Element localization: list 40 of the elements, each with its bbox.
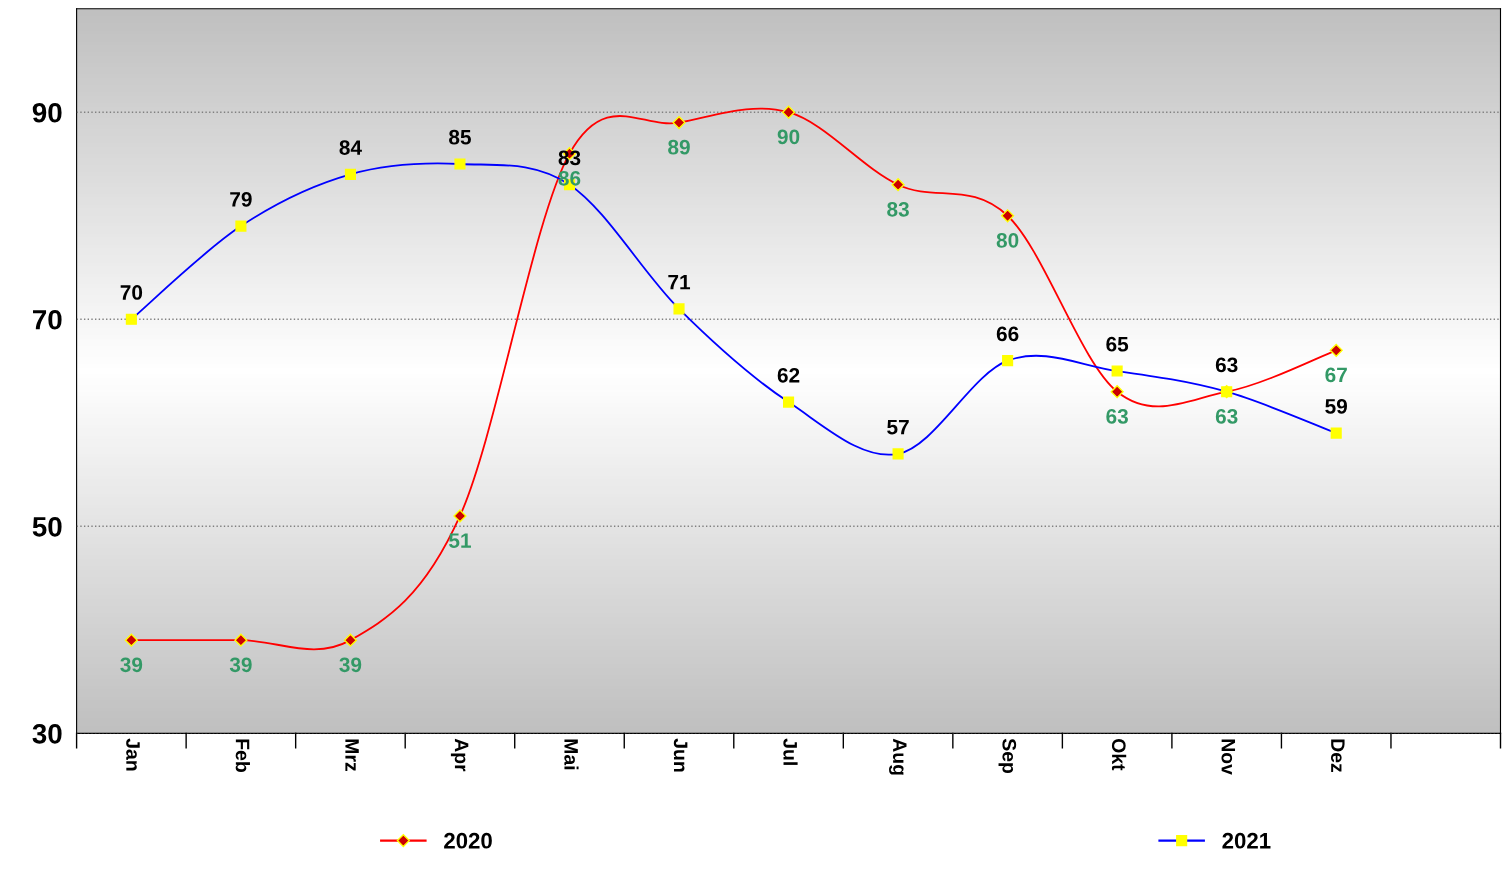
data-label: 63 (1215, 357, 1238, 373)
x-tick-label: Aug (889, 738, 907, 775)
data-label: 71 (668, 274, 691, 290)
data-label: 70 (120, 285, 143, 300)
x-tick-label: Sep (998, 738, 1017, 774)
data-label: 62 (777, 367, 800, 383)
data-label: 80 (996, 232, 1019, 248)
data-label: 57 (887, 419, 909, 435)
y-tick-label: 90 (32, 102, 62, 123)
y-tick-label: 70 (33, 309, 62, 330)
data-label: 65 (1106, 336, 1129, 352)
x-tick-label: Mrz (345, 739, 359, 771)
data-label: 67 (1325, 367, 1347, 383)
x-tick-label: Mai (564, 739, 579, 770)
data-label: 39 (339, 657, 362, 673)
x-tick-label: Nov (1221, 739, 1236, 775)
x-tick-label: Jun (673, 738, 688, 772)
data-label: 84 (339, 140, 362, 155)
x-tick-label: Feb (235, 739, 250, 772)
legend-label: 2021 (1222, 832, 1271, 849)
y-tick-label: 30 (32, 723, 62, 744)
legend-label: 2020 (444, 832, 492, 849)
data-label: 51 (449, 533, 471, 548)
data-label: 59 (1325, 398, 1348, 414)
data-label: 39 (229, 657, 252, 673)
data-label: 66 (996, 326, 1019, 342)
data-label: 90 (777, 129, 800, 145)
data-label: 39 (120, 657, 143, 673)
data-label: 85 (449, 129, 471, 145)
x-tick-label: Okt (1111, 738, 1127, 771)
data-label: 83 (887, 201, 909, 217)
y-tick-label: 50 (32, 516, 62, 537)
x-tick-label: Apr (450, 738, 469, 772)
x-tick-label: Jul (783, 738, 798, 765)
x-tick-label: Jan (126, 738, 140, 771)
data-label: 89 (668, 139, 690, 155)
data-label: 63 (1106, 408, 1128, 424)
data-label: 63 (1215, 408, 1238, 424)
x-tick-label: Dez (1330, 739, 1345, 773)
data-label: 79 (230, 191, 252, 207)
